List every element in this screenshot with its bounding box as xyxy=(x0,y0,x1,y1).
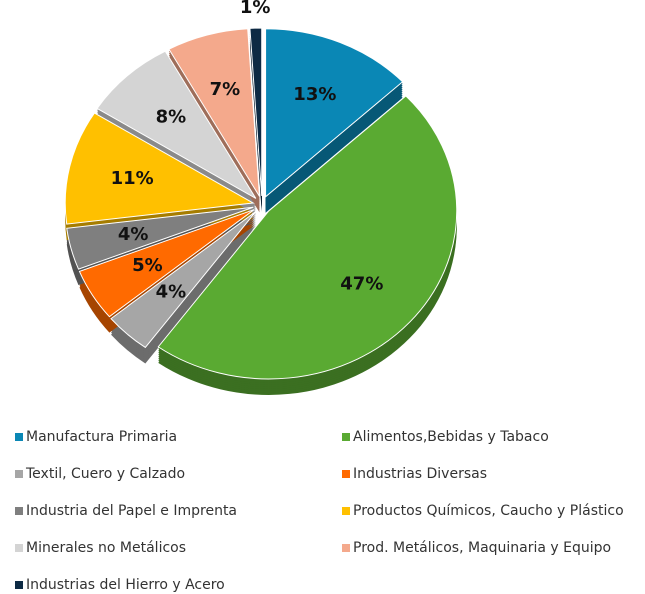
slice xyxy=(78,209,255,318)
slice xyxy=(110,211,257,349)
legend-swatch xyxy=(15,507,23,515)
slice xyxy=(96,50,257,199)
legend-swatch xyxy=(342,507,350,515)
legend-swatch xyxy=(342,433,350,441)
data-label: 13% xyxy=(293,84,336,105)
legend-label: Textil, Cuero y Calzado xyxy=(25,466,185,482)
slice xyxy=(249,27,263,197)
legend-swatch xyxy=(15,581,23,589)
legend-label: Industrias del Hierro y Acero xyxy=(26,577,225,593)
legend-label: Industrias Diversas xyxy=(353,466,487,482)
legend-swatch xyxy=(15,433,23,441)
data-label: 4% xyxy=(118,224,149,245)
slice xyxy=(265,28,404,198)
slice xyxy=(157,95,458,380)
data-label: 47% xyxy=(340,273,383,294)
data-label: 5% xyxy=(132,255,163,276)
slice xyxy=(64,112,255,225)
slice xyxy=(66,206,254,270)
legend-label: Alimentos,Bebidas y Tabaco xyxy=(353,429,549,445)
legend-swatch xyxy=(15,470,23,478)
slice xyxy=(168,28,260,197)
legend-swatch xyxy=(342,544,350,552)
legend-swatch xyxy=(15,544,23,552)
data-label: 7% xyxy=(210,79,241,100)
data-label: 8% xyxy=(156,107,187,128)
legend-label: Minerales no Metálicos xyxy=(26,540,186,556)
legend-label: Prod. Metálicos, Maquinaria y Equipo xyxy=(353,540,611,556)
data-label: 11% xyxy=(111,168,154,189)
legend-label: Productos Químicos, Caucho y Plástico xyxy=(353,503,624,519)
legend-label: Manufactura Primaria xyxy=(26,429,177,445)
data-label: 4% xyxy=(156,281,187,302)
data-label: 1% xyxy=(240,0,271,18)
legend-label: Industria del Papel e Imprenta xyxy=(26,503,237,519)
legend-swatch xyxy=(342,470,350,478)
